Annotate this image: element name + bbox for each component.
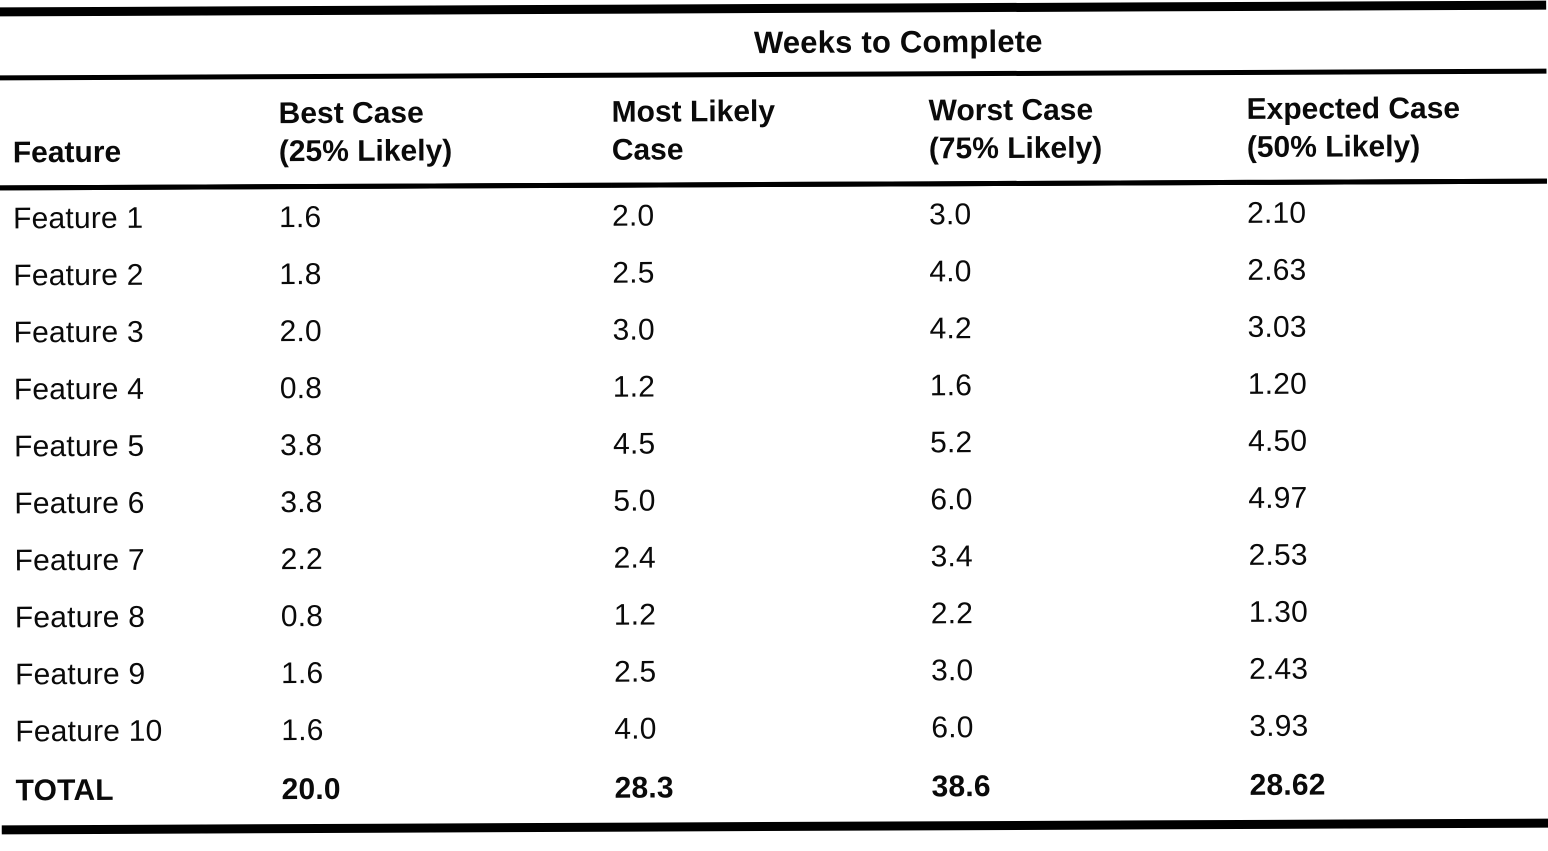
best-cell: 3.8 bbox=[280, 428, 323, 462]
expected-cell: 4.97 bbox=[1248, 481, 1308, 515]
table-title-row: Weeks to Complete bbox=[290, 10, 1506, 74]
expected-cell: 2.10 bbox=[1247, 196, 1307, 230]
most-likely-cell: 1.2 bbox=[613, 598, 657, 632]
col-header-best-case: Best Case (25% Likely) bbox=[278, 77, 612, 187]
feature-cell: Feature 4 bbox=[13, 372, 145, 406]
most-likely-cell: 2.5 bbox=[612, 256, 655, 290]
feature-cell: Feature 2 bbox=[13, 258, 144, 292]
best-cell: 1.6 bbox=[281, 656, 324, 690]
worst-cell: 3.4 bbox=[930, 539, 973, 573]
col-header-worst-case: Worst Case (75% Likely) bbox=[928, 74, 1247, 184]
col-header-most-likely: Most Likely Case bbox=[611, 76, 929, 186]
most-likely-cell: 28.3 bbox=[614, 771, 674, 805]
worst-cell: 38.6 bbox=[931, 770, 991, 804]
most-likely-cell: 4.5 bbox=[613, 427, 656, 461]
best-cell: 1.6 bbox=[279, 200, 322, 234]
most-likely-cell: 1.2 bbox=[612, 370, 656, 404]
expected-cell: 4.50 bbox=[1247, 424, 1308, 458]
estimation-table: Feature Best Case (25% Likely) Most Like… bbox=[0, 73, 1548, 823]
table-row: Feature 5 3.8 4.5 5.2 4.50 bbox=[0, 412, 1548, 476]
col-header-most-line2: Case bbox=[611, 133, 684, 167]
total-row: TOTAL 20.0 28.3 38.6 28.62 bbox=[1, 754, 1548, 823]
best-cell: 1.6 bbox=[281, 713, 324, 747]
table-row: Feature 8 0.8 1.2 2.2 1.30 bbox=[1, 583, 1548, 647]
feature-cell: Feature 6 bbox=[14, 486, 145, 520]
table-row: Feature 10 1.6 4.0 6.0 3.93 bbox=[1, 697, 1548, 761]
best-cell: 20.0 bbox=[281, 772, 341, 807]
expected-cell: 2.43 bbox=[1248, 652, 1309, 686]
feature-cell: TOTAL bbox=[15, 773, 114, 808]
col-header-best-line2: (25% Likely) bbox=[278, 134, 453, 169]
most-likely-cell: 2.5 bbox=[613, 655, 657, 689]
worst-cell: 1.6 bbox=[929, 368, 973, 402]
most-likely-cell: 4.0 bbox=[614, 712, 657, 746]
worst-cell: 6.0 bbox=[931, 710, 974, 744]
worst-cell: 2.2 bbox=[930, 596, 974, 630]
feature-cell: Feature 5 bbox=[14, 429, 145, 463]
col-header-best-line1: Best Case bbox=[278, 96, 424, 131]
feature-cell: Feature 7 bbox=[14, 543, 145, 577]
expected-cell: 28.62 bbox=[1249, 768, 1326, 802]
most-likely-cell: 2.4 bbox=[613, 541, 656, 575]
col-header-feature-label: Feature bbox=[12, 135, 122, 170]
best-cell: 1.8 bbox=[279, 257, 322, 291]
table-title: Weeks to Complete bbox=[753, 23, 1043, 60]
feature-cell: Feature 9 bbox=[15, 657, 146, 691]
expected-cell: 2.63 bbox=[1247, 253, 1307, 287]
worst-cell: 6.0 bbox=[930, 482, 973, 516]
table-row: Feature 9 1.6 2.5 3.0 2.43 bbox=[1, 640, 1548, 704]
col-header-expected-line2: (50% Likely) bbox=[1246, 130, 1421, 164]
feature-cell: Feature 1 bbox=[13, 201, 144, 235]
col-header-worst-line2: (75% Likely) bbox=[928, 131, 1103, 166]
feature-cell: Feature 3 bbox=[13, 315, 144, 349]
worst-cell: 4.0 bbox=[929, 254, 972, 288]
expected-cell: 3.93 bbox=[1249, 709, 1309, 743]
worst-cell: 4.2 bbox=[929, 311, 972, 345]
best-cell: 0.8 bbox=[279, 371, 323, 405]
table-row: Feature 7 2.2 2.4 3.4 2.53 bbox=[0, 526, 1548, 590]
col-header-feature: Feature bbox=[0, 79, 279, 188]
table-header: Feature Best Case (25% Likely) Most Like… bbox=[0, 73, 1547, 188]
table-row: Feature 6 3.8 5.0 6.0 4.97 bbox=[0, 469, 1548, 533]
table-row: Feature 3 2.0 3.0 4.2 3.03 bbox=[0, 298, 1548, 362]
col-header-expected-line1: Expected Case bbox=[1246, 92, 1461, 126]
expected-cell: 2.53 bbox=[1248, 538, 1308, 572]
most-likely-cell: 5.0 bbox=[613, 484, 656, 518]
expected-cell: 1.20 bbox=[1247, 367, 1308, 401]
expected-cell: 3.03 bbox=[1247, 310, 1307, 344]
feature-cell: Feature 10 bbox=[15, 714, 163, 748]
feature-cell: Feature 8 bbox=[14, 600, 146, 634]
best-cell: 2.2 bbox=[280, 542, 323, 576]
table-body: Feature 1 1.6 2.0 3.0 2.10 Feature 2 1.8 2.5 4.0… bbox=[0, 181, 1548, 822]
worst-cell: 5.2 bbox=[930, 425, 973, 459]
worst-cell: 3.0 bbox=[929, 197, 972, 231]
col-header-most-line1: Most Likely bbox=[611, 94, 776, 129]
col-header-expected-case: Expected Case (50% Likely) bbox=[1246, 73, 1547, 183]
best-cell: 0.8 bbox=[280, 599, 324, 633]
best-cell: 3.8 bbox=[280, 485, 323, 519]
table-row: Feature 2 1.8 2.5 4.0 2.63 bbox=[0, 241, 1547, 305]
table-row: Feature 1 1.6 2.0 3.0 2.10 bbox=[0, 181, 1547, 247]
col-header-worst-line1: Worst Case bbox=[928, 93, 1094, 128]
table-row: Feature 4 0.8 1.2 1.6 1.20 bbox=[0, 355, 1548, 419]
most-likely-cell: 3.0 bbox=[612, 313, 655, 347]
worst-cell: 3.0 bbox=[930, 653, 974, 687]
expected-cell: 1.30 bbox=[1248, 595, 1309, 629]
header-row: Feature Best Case (25% Likely) Most Like… bbox=[0, 73, 1547, 188]
best-cell: 2.0 bbox=[279, 314, 322, 348]
most-likely-cell: 2.0 bbox=[612, 199, 655, 233]
